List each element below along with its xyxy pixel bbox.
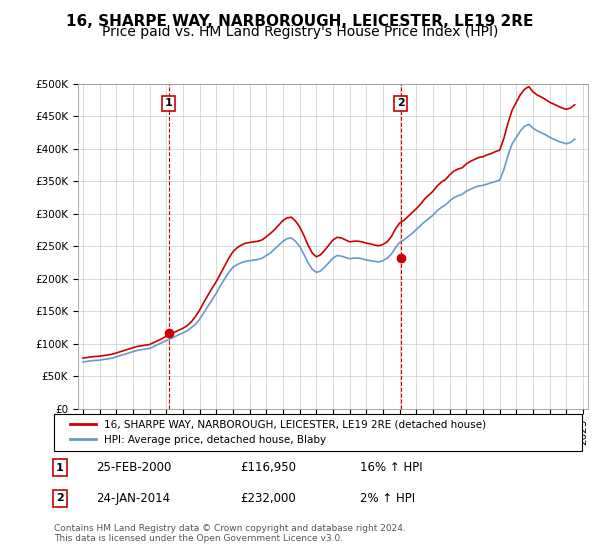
Text: 16% ↑ HPI: 16% ↑ HPI [360,461,422,474]
Text: 25-FEB-2000: 25-FEB-2000 [96,461,172,474]
Text: 24-JAN-2014: 24-JAN-2014 [96,492,170,505]
Text: £116,950: £116,950 [240,461,296,474]
FancyBboxPatch shape [54,414,582,451]
Legend: 16, SHARPE WAY, NARBOROUGH, LEICESTER, LE19 2RE (detached house), HPI: Average p: 16, SHARPE WAY, NARBOROUGH, LEICESTER, L… [64,415,491,450]
Text: 2: 2 [56,493,64,503]
Text: 1: 1 [56,463,64,473]
Text: 1: 1 [165,99,173,109]
Text: 2: 2 [397,99,405,109]
Text: 2% ↑ HPI: 2% ↑ HPI [360,492,415,505]
Text: Contains HM Land Registry data © Crown copyright and database right 2024.
This d: Contains HM Land Registry data © Crown c… [54,524,406,543]
Text: £232,000: £232,000 [240,492,296,505]
Text: Price paid vs. HM Land Registry's House Price Index (HPI): Price paid vs. HM Land Registry's House … [102,25,498,39]
Text: 16, SHARPE WAY, NARBOROUGH, LEICESTER, LE19 2RE: 16, SHARPE WAY, NARBOROUGH, LEICESTER, L… [67,14,533,29]
